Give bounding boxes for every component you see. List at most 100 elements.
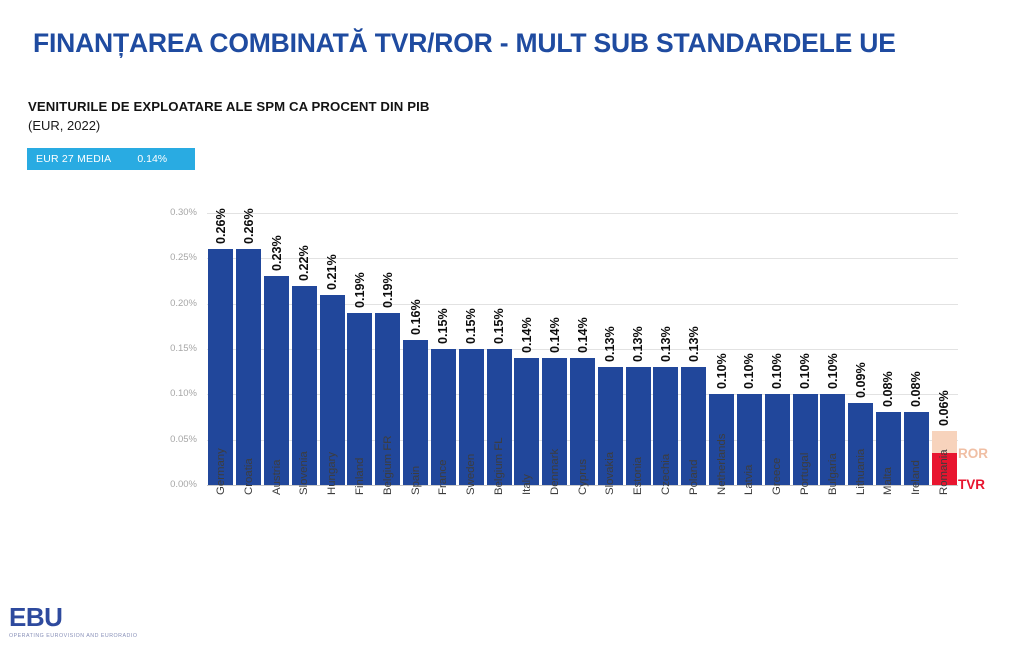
x-axis-category-label: Poland (687, 459, 700, 495)
bar-fill[interactable] (458, 349, 484, 485)
gridline (207, 258, 958, 259)
bar[interactable] (514, 358, 540, 485)
y-axis-tick-label: 0.20% (170, 297, 197, 309)
x-axis-category-label: Malta (882, 467, 895, 495)
bar[interactable] (542, 358, 568, 485)
x-axis-category-label: Estonia (632, 457, 645, 495)
bar-fill[interactable] (625, 367, 651, 485)
bar-fill[interactable] (236, 249, 262, 485)
bar[interactable] (403, 339, 429, 485)
bar[interactable] (625, 367, 651, 485)
bar-value-label: 0.13% (603, 326, 618, 363)
bar-fill[interactable] (764, 394, 790, 485)
x-axis-category-label: Bulgaria (826, 453, 839, 495)
bar[interactable] (458, 349, 484, 485)
bar[interactable] (319, 294, 345, 485)
x-axis-category-label: Romania (938, 449, 951, 495)
bar[interactable] (681, 367, 707, 485)
bar[interactable] (931, 430, 957, 485)
bar[interactable] (736, 394, 762, 485)
gridline (207, 349, 958, 350)
bar-fill[interactable] (681, 367, 707, 485)
bar-fill[interactable] (264, 276, 290, 485)
bar[interactable] (653, 367, 679, 485)
bar-value-label: 0.08% (909, 371, 924, 408)
bar[interactable] (347, 312, 373, 485)
bar-fill[interactable] (709, 394, 735, 485)
bar-value-label: 0.15% (492, 308, 507, 344)
gridline (207, 304, 958, 305)
x-axis-category-label: Netherlands (715, 433, 728, 495)
ebu-logo: EBU OPERATING EUROVISION AND EURORADIO (9, 604, 137, 639)
axis-baseline (207, 485, 958, 486)
bar-fill[interactable] (486, 349, 512, 485)
bar-value-label: 0.22% (297, 244, 312, 281)
x-axis-category-label: Finland (353, 457, 366, 495)
bar-fill[interactable] (514, 358, 540, 485)
bar-value-label: 0.14% (547, 317, 562, 354)
x-axis-category-label: Denmark (548, 448, 561, 495)
bar[interactable] (291, 285, 317, 485)
page-title: FINANȚAREA COMBINATĂ TVR/ROR - MULT SUB … (33, 28, 896, 58)
bar-fill[interactable] (820, 394, 846, 485)
eu-average-value: 0.14% (137, 153, 168, 165)
bar-segment-tvr[interactable] (931, 453, 957, 485)
bar-value-label: 0.13% (686, 326, 701, 363)
bar[interactable] (236, 249, 262, 485)
bar-segment-ror[interactable] (931, 430, 957, 454)
bar-fill[interactable] (875, 412, 901, 485)
bar[interactable] (709, 394, 735, 485)
bar-fill[interactable] (848, 403, 874, 485)
y-axis-tick-label: 0.30% (170, 207, 197, 218)
bar[interactable] (903, 412, 929, 485)
x-axis-category-label: Greece (771, 457, 784, 495)
bar[interactable] (597, 367, 623, 485)
x-axis-category-label: Cyprus (576, 458, 589, 495)
bar-value-label: 0.10% (770, 353, 785, 390)
eu-average-label: EUR 27 MEDIA (36, 153, 112, 165)
bar[interactable] (264, 276, 290, 485)
bar-value-label: 0.16% (408, 299, 423, 335)
bar-fill[interactable] (570, 358, 595, 485)
x-axis-category-label: Czechia (659, 453, 672, 495)
bar[interactable] (820, 394, 846, 485)
y-axis-tick-label: 0.00% (170, 479, 197, 490)
bar[interactable] (430, 349, 456, 485)
bar-fill[interactable] (542, 358, 568, 485)
bar[interactable] (375, 312, 401, 485)
bar-fill[interactable] (792, 394, 818, 485)
bar-fill[interactable] (319, 294, 345, 485)
bar[interactable] (486, 349, 512, 485)
bar-fill[interactable] (597, 367, 623, 485)
x-axis-category-label: Portugal (799, 452, 812, 495)
bar[interactable] (848, 403, 874, 485)
x-axis-category-label: France (437, 459, 450, 495)
bar[interactable] (570, 358, 595, 485)
bar-fill[interactable] (736, 394, 762, 485)
legend-item-ror[interactable]: ROR (958, 446, 988, 461)
bar-fill[interactable] (291, 285, 317, 485)
bar-value-label: 0.19% (380, 272, 395, 308)
bar[interactable] (875, 412, 901, 485)
x-axis-category-label: Ireland (910, 460, 923, 495)
x-axis-category-label: Sweden (465, 453, 478, 495)
bar[interactable] (764, 394, 790, 485)
bar-fill[interactable] (430, 349, 456, 485)
bar[interactable] (208, 249, 234, 485)
bar-fill[interactable] (347, 312, 373, 485)
y-axis-tick-label: 0.10% (170, 388, 197, 400)
bar-fill[interactable] (903, 412, 929, 485)
x-axis-category-label: Croatia (242, 458, 255, 495)
bar-fill[interactable] (375, 312, 401, 485)
bar-value-label: 0.09% (853, 362, 868, 399)
ebu-logo-text: EBU (9, 602, 63, 632)
x-axis-category-label: Belgium FR (381, 435, 394, 495)
chart-subtitle: VENITURILE DE EXPLOATARE ALE SPM CA PROC… (28, 99, 430, 114)
legend-item-tvr[interactable]: TVR (958, 477, 985, 492)
bar-fill[interactable] (403, 339, 429, 485)
bar-fill[interactable] (208, 249, 234, 485)
bar[interactable] (792, 394, 818, 485)
x-axis-category-label: Italy (520, 474, 533, 495)
bar-fill[interactable] (653, 367, 679, 485)
